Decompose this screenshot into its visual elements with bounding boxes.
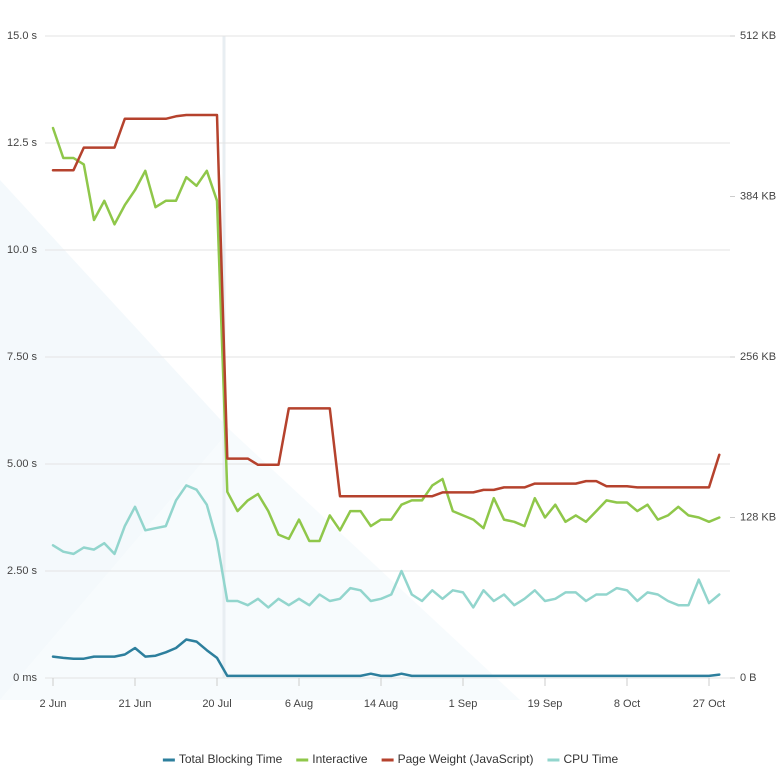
x-tick-label: 6 Aug: [285, 698, 313, 710]
y-tick-label: 15.0 s: [7, 30, 37, 42]
series-line: [51, 113, 721, 498]
legend-label: Page Weight (JavaScript): [398, 752, 534, 766]
legend-label: Total Blocking Time: [179, 752, 283, 766]
y2-tick-label: 384 KB: [740, 190, 776, 202]
x-tick-label: 27 Oct: [693, 698, 725, 710]
background-shape: [0, 430, 520, 700]
y2-tick-label: 256 KB: [740, 351, 776, 363]
x-tick-label: 8 Oct: [614, 698, 640, 710]
y-tick-label: 0 ms: [13, 672, 37, 684]
y2-tick-label: 128 KB: [740, 511, 776, 523]
x-tick-label: 20 Jul: [202, 698, 231, 710]
legend-label: CPU Time: [563, 752, 618, 766]
y2-tick-label: 0 B: [740, 672, 757, 684]
y-tick-label: 2.50 s: [7, 565, 37, 577]
legend-label: Interactive: [312, 752, 368, 766]
series-line: [51, 126, 721, 543]
x-tick-label: 21 Jun: [118, 698, 151, 710]
series-line: [51, 484, 721, 609]
y2-tick-label: 512 KB: [740, 30, 776, 42]
x-tick-label: 2 Jun: [40, 698, 67, 710]
legend-item: Total Blocking Time: [162, 752, 283, 766]
legend-item: Page Weight (JavaScript): [381, 752, 534, 766]
x-tick-label: 19 Sep: [528, 698, 563, 710]
x-tick-label: 14 Aug: [364, 698, 398, 710]
background-shape: [0, 180, 230, 700]
legend-item: Interactive: [296, 752, 368, 766]
x-tick-label: 1 Sep: [449, 698, 478, 710]
y-tick-label: 7.50 s: [7, 351, 37, 363]
series-line: [51, 638, 721, 678]
y-tick-label: 12.5 s: [7, 137, 37, 149]
legend-item: CPU Time: [547, 752, 618, 766]
y-tick-label: 10.0 s: [7, 244, 37, 256]
y-tick-label: 5.00 s: [7, 458, 37, 470]
